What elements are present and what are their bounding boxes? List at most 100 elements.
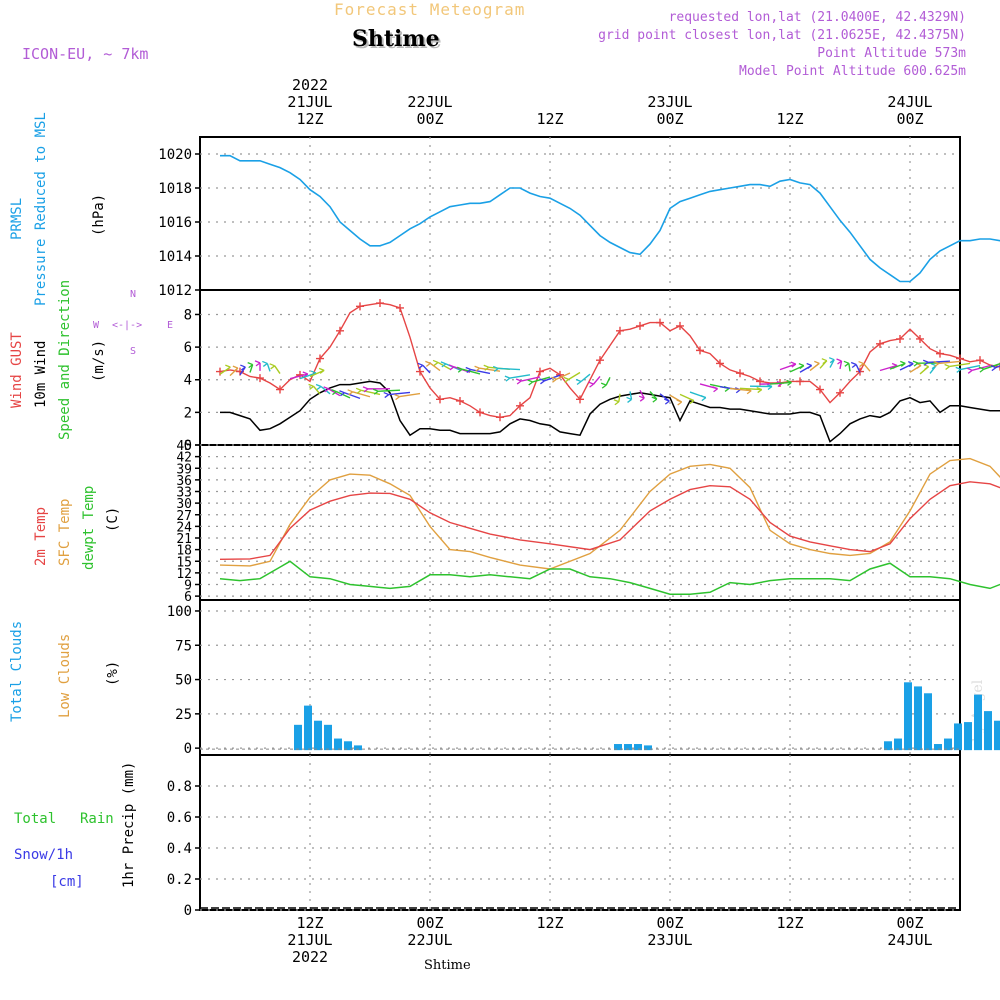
time-label-line: 00Z bbox=[896, 110, 924, 128]
wind-arrow-head bbox=[978, 366, 985, 373]
wind-arrow-head bbox=[922, 359, 929, 366]
wind-arrow-head bbox=[588, 381, 594, 388]
y-tick-label: 39 bbox=[176, 462, 192, 477]
gust-marker bbox=[396, 303, 404, 312]
gust-marker bbox=[916, 334, 924, 343]
cloud-bar bbox=[324, 724, 332, 751]
time-label: 12Z bbox=[750, 77, 830, 128]
point-altitude: Point Altitude 573m bbox=[817, 46, 966, 61]
wind-direction-arrow bbox=[328, 388, 341, 397]
y-tick-label: 1016 bbox=[158, 215, 192, 231]
wind-direction-arrow bbox=[274, 365, 281, 374]
time-label: 00Z 22JUL bbox=[390, 915, 470, 966]
wind-direction-arrow bbox=[289, 373, 308, 380]
wind-direction-arrow bbox=[462, 368, 481, 375]
wind-arrow-head bbox=[254, 360, 261, 367]
wind-speed-line bbox=[220, 380, 1000, 443]
wind-arrow-head bbox=[456, 366, 463, 373]
wind-direction-arrow bbox=[509, 374, 531, 379]
cloud-bar bbox=[994, 720, 1000, 751]
temp-2m-line bbox=[219, 481, 1000, 560]
wind-arrow-head bbox=[850, 361, 857, 369]
sfc-temp-line bbox=[219, 457, 1000, 570]
wind-direction-arrow bbox=[378, 389, 401, 392]
wind-arrow-head bbox=[432, 359, 439, 366]
wind-direction-arrow bbox=[889, 362, 906, 370]
wind-arrow-head bbox=[798, 363, 805, 370]
wind-direction-arrow bbox=[429, 362, 441, 372]
wind-arrow-head bbox=[912, 360, 919, 367]
wind-direction-arrow bbox=[879, 364, 898, 372]
wind-arrow-head bbox=[383, 391, 390, 399]
y-tick-label: 42 bbox=[176, 451, 192, 466]
wind-direction-arrow bbox=[352, 391, 371, 398]
wind-arrow-head bbox=[836, 358, 842, 365]
time-label-line: 2022 bbox=[291, 76, 329, 94]
cloud-bar bbox=[354, 745, 362, 751]
wind-arrow-head bbox=[626, 396, 632, 403]
wind-direction-arrow bbox=[729, 387, 752, 392]
compass-n: N bbox=[130, 289, 137, 300]
wind-direction-arrow bbox=[848, 363, 851, 372]
y-tick-label: 1018 bbox=[158, 181, 192, 197]
panel-frame bbox=[199, 289, 961, 446]
time-label: 2022 21JUL 12Z bbox=[270, 77, 350, 128]
y-tick-label: 8 bbox=[184, 307, 192, 323]
time-label-line: 00Z bbox=[896, 914, 924, 932]
wind-direction-arrow bbox=[938, 360, 961, 365]
wind-arrow-head bbox=[766, 383, 773, 391]
wind-direction-arrow bbox=[739, 387, 762, 391]
wind-arrow-head bbox=[515, 378, 522, 385]
panel-frame bbox=[199, 754, 961, 911]
y-tick-label: 0.2 bbox=[167, 872, 192, 888]
y-tick-label: 0.6 bbox=[167, 810, 192, 826]
time-label-line: 22JUL bbox=[407, 93, 453, 111]
wind-arrow-head bbox=[551, 376, 557, 383]
cloud-bar bbox=[904, 682, 912, 751]
wind-direction-arrow bbox=[960, 364, 981, 371]
wind-direction-arrow bbox=[498, 367, 521, 371]
gust-marker bbox=[536, 367, 544, 376]
wind-direction-arrow bbox=[928, 360, 951, 363]
cloud-bar bbox=[894, 738, 902, 751]
time-label-line: 24JUL bbox=[887, 931, 933, 949]
y-tick-label: 30 bbox=[176, 497, 192, 512]
wind-arrow-head bbox=[448, 364, 455, 371]
gust-marker bbox=[936, 349, 944, 358]
wind-direction-arrow bbox=[629, 391, 633, 400]
gust-marker bbox=[636, 321, 644, 330]
wind-arrow-head bbox=[933, 360, 940, 367]
location-title: Shtime bbox=[352, 26, 440, 52]
wind-direction-arrow bbox=[839, 360, 843, 370]
wind-direction-arrow bbox=[769, 381, 792, 385]
wind-arrow-head bbox=[806, 362, 813, 370]
gust-marker bbox=[836, 388, 844, 397]
gust-marker bbox=[576, 395, 584, 404]
wind-arrow-head bbox=[858, 360, 864, 368]
cloud-bar bbox=[924, 693, 932, 751]
wind-direction-arrow bbox=[649, 391, 658, 400]
y-tick-label: 0.4 bbox=[167, 841, 192, 857]
wind-direction-arrow bbox=[520, 376, 541, 382]
wind-direction-arrow bbox=[470, 368, 491, 375]
time-label-line: 00Z bbox=[416, 110, 444, 128]
wind-arrow-head bbox=[394, 393, 400, 401]
wind-arrow-head bbox=[814, 360, 820, 367]
time-label: 12Z 21JUL 2022 bbox=[270, 915, 350, 966]
model-altitude: Model Point Altitude 600.625m bbox=[739, 64, 966, 79]
y-tick-label: 36 bbox=[176, 474, 192, 489]
gust-marker bbox=[376, 299, 384, 308]
wind-arrow-head bbox=[651, 396, 658, 403]
gridpoint-coords: grid point closest lon,lat (21.0625E, 42… bbox=[598, 28, 966, 43]
wind-direction-arrow bbox=[388, 391, 411, 396]
gust-marker bbox=[276, 385, 284, 394]
time-label-line: 12Z bbox=[536, 110, 564, 128]
wind-direction-arrow bbox=[299, 372, 317, 380]
time-label-line: 12Z bbox=[536, 914, 564, 932]
y-tick-label: 1020 bbox=[158, 147, 192, 163]
wind-direction-arrow bbox=[639, 390, 645, 399]
wind-arrow-head bbox=[339, 390, 345, 397]
wind-direction-arrow bbox=[479, 367, 501, 372]
wind-arrow-head bbox=[240, 364, 246, 371]
time-label-line: 12Z bbox=[776, 914, 804, 932]
